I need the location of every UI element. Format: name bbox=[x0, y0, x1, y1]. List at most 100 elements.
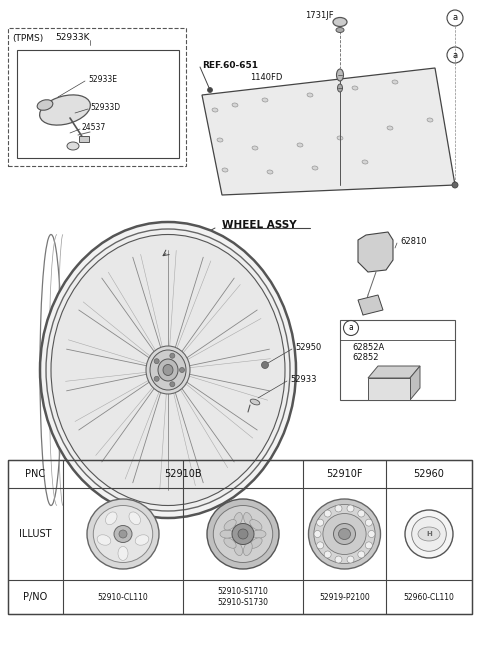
Ellipse shape bbox=[224, 538, 236, 548]
Ellipse shape bbox=[40, 222, 296, 518]
Ellipse shape bbox=[220, 530, 234, 538]
Text: 52919-P2100: 52919-P2100 bbox=[319, 593, 370, 602]
Ellipse shape bbox=[252, 146, 258, 150]
Ellipse shape bbox=[337, 84, 343, 92]
Text: 52910-S1710
52910-S1730: 52910-S1710 52910-S1730 bbox=[217, 587, 268, 606]
Polygon shape bbox=[237, 507, 249, 526]
Text: a: a bbox=[348, 323, 353, 332]
Circle shape bbox=[347, 556, 354, 563]
Ellipse shape bbox=[40, 95, 90, 125]
Circle shape bbox=[314, 530, 321, 537]
Ellipse shape bbox=[336, 28, 344, 32]
Circle shape bbox=[154, 359, 159, 364]
Ellipse shape bbox=[232, 524, 254, 545]
Circle shape bbox=[324, 510, 331, 517]
Ellipse shape bbox=[207, 499, 279, 569]
Ellipse shape bbox=[427, 118, 433, 122]
Ellipse shape bbox=[307, 93, 313, 97]
Polygon shape bbox=[131, 521, 151, 533]
Text: 52933K: 52933K bbox=[55, 34, 89, 43]
Ellipse shape bbox=[232, 103, 238, 107]
Ellipse shape bbox=[234, 542, 242, 556]
Circle shape bbox=[317, 542, 324, 549]
Circle shape bbox=[324, 551, 331, 558]
Ellipse shape bbox=[387, 126, 393, 130]
Text: 52933D: 52933D bbox=[90, 104, 120, 112]
Ellipse shape bbox=[250, 538, 262, 548]
Text: 52960: 52960 bbox=[414, 469, 444, 479]
Ellipse shape bbox=[150, 350, 186, 390]
Polygon shape bbox=[118, 507, 128, 526]
Circle shape bbox=[154, 376, 159, 381]
Text: 1731JF: 1731JF bbox=[305, 11, 334, 20]
Ellipse shape bbox=[337, 136, 343, 140]
Ellipse shape bbox=[87, 499, 159, 569]
Ellipse shape bbox=[37, 100, 53, 110]
Ellipse shape bbox=[106, 512, 117, 525]
Ellipse shape bbox=[362, 160, 368, 164]
Polygon shape bbox=[368, 366, 420, 378]
Ellipse shape bbox=[213, 505, 273, 562]
Ellipse shape bbox=[238, 529, 248, 539]
Ellipse shape bbox=[352, 86, 358, 90]
Ellipse shape bbox=[234, 512, 242, 526]
Ellipse shape bbox=[158, 359, 178, 381]
Ellipse shape bbox=[323, 514, 366, 555]
Ellipse shape bbox=[114, 526, 132, 543]
Ellipse shape bbox=[129, 512, 141, 525]
Ellipse shape bbox=[46, 229, 290, 511]
Text: 62852: 62852 bbox=[352, 353, 379, 363]
Text: H: H bbox=[426, 531, 432, 537]
Ellipse shape bbox=[93, 505, 153, 562]
Ellipse shape bbox=[392, 80, 398, 84]
Circle shape bbox=[262, 361, 268, 369]
Text: (TPMS): (TPMS) bbox=[12, 34, 43, 43]
Text: 52933: 52933 bbox=[290, 376, 316, 384]
Ellipse shape bbox=[146, 346, 190, 394]
Ellipse shape bbox=[163, 365, 173, 376]
Bar bbox=[368, 378, 410, 400]
Text: PNC: PNC bbox=[25, 469, 46, 479]
Ellipse shape bbox=[224, 520, 236, 530]
Polygon shape bbox=[95, 521, 115, 533]
Polygon shape bbox=[103, 540, 119, 558]
Text: 24537: 24537 bbox=[82, 124, 106, 133]
Ellipse shape bbox=[336, 69, 344, 81]
Ellipse shape bbox=[309, 499, 381, 569]
Text: 52950: 52950 bbox=[295, 344, 321, 353]
Ellipse shape bbox=[312, 166, 318, 170]
Circle shape bbox=[358, 551, 365, 558]
Circle shape bbox=[207, 87, 213, 93]
Circle shape bbox=[317, 519, 324, 526]
Circle shape bbox=[405, 510, 453, 558]
Ellipse shape bbox=[97, 535, 111, 545]
Polygon shape bbox=[358, 295, 383, 315]
Ellipse shape bbox=[418, 527, 440, 541]
Ellipse shape bbox=[262, 98, 268, 102]
Ellipse shape bbox=[333, 18, 347, 26]
Circle shape bbox=[358, 510, 365, 517]
Ellipse shape bbox=[244, 512, 252, 526]
Bar bbox=[17, 50, 179, 158]
Ellipse shape bbox=[67, 142, 79, 150]
Circle shape bbox=[170, 382, 175, 387]
Ellipse shape bbox=[250, 399, 260, 405]
Circle shape bbox=[368, 530, 375, 537]
Ellipse shape bbox=[119, 530, 127, 538]
Circle shape bbox=[412, 516, 446, 551]
Ellipse shape bbox=[212, 108, 218, 112]
Ellipse shape bbox=[338, 528, 350, 539]
Text: 52910-CL110: 52910-CL110 bbox=[97, 593, 148, 602]
Circle shape bbox=[170, 353, 175, 358]
Text: 52910B: 52910B bbox=[164, 469, 202, 479]
Bar bbox=[8, 28, 186, 166]
Ellipse shape bbox=[243, 542, 252, 556]
Ellipse shape bbox=[334, 524, 356, 545]
Circle shape bbox=[335, 505, 342, 512]
Polygon shape bbox=[358, 232, 393, 272]
Circle shape bbox=[365, 542, 372, 549]
Bar bbox=[79, 136, 89, 142]
Ellipse shape bbox=[250, 520, 262, 530]
Ellipse shape bbox=[252, 530, 266, 538]
Polygon shape bbox=[246, 539, 264, 559]
